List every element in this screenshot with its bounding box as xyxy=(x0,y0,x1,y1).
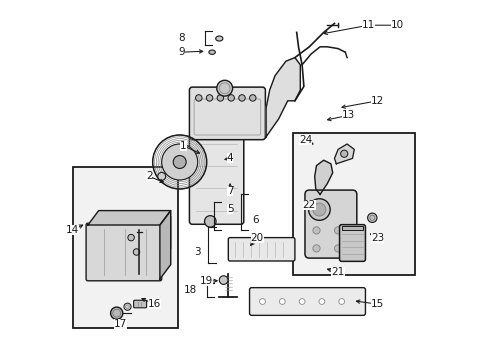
Text: 9: 9 xyxy=(178,47,184,57)
Circle shape xyxy=(238,95,244,101)
Polygon shape xyxy=(334,144,354,164)
Circle shape xyxy=(299,299,305,305)
Text: 14: 14 xyxy=(66,225,79,235)
FancyBboxPatch shape xyxy=(305,190,356,258)
Ellipse shape xyxy=(215,36,223,41)
Text: 24: 24 xyxy=(299,135,312,145)
Circle shape xyxy=(173,156,186,168)
Circle shape xyxy=(334,245,341,252)
Text: 11: 11 xyxy=(361,20,375,30)
FancyBboxPatch shape xyxy=(339,225,365,261)
Text: 12: 12 xyxy=(370,96,384,106)
Bar xyxy=(99,216,170,248)
Circle shape xyxy=(249,95,256,101)
Polygon shape xyxy=(314,160,332,194)
Circle shape xyxy=(206,95,212,101)
Text: 20: 20 xyxy=(250,233,263,243)
Circle shape xyxy=(279,299,285,305)
Text: 3: 3 xyxy=(194,247,201,257)
Circle shape xyxy=(259,299,265,305)
Circle shape xyxy=(340,150,347,157)
Text: 15: 15 xyxy=(370,299,384,309)
Text: 22: 22 xyxy=(302,200,315,210)
Text: 16: 16 xyxy=(147,299,161,309)
Circle shape xyxy=(367,213,376,222)
Circle shape xyxy=(334,227,341,234)
Text: 17: 17 xyxy=(113,319,127,329)
Polygon shape xyxy=(265,58,300,137)
Polygon shape xyxy=(160,211,170,279)
Text: 5: 5 xyxy=(226,204,233,214)
Bar xyxy=(73,167,178,328)
Text: 23: 23 xyxy=(370,233,384,243)
Circle shape xyxy=(338,299,344,305)
FancyBboxPatch shape xyxy=(228,238,294,261)
Bar xyxy=(292,133,415,275)
Text: 19: 19 xyxy=(200,276,213,286)
FancyBboxPatch shape xyxy=(86,223,162,281)
Text: 1: 1 xyxy=(180,141,186,151)
Circle shape xyxy=(308,199,329,220)
FancyBboxPatch shape xyxy=(189,87,265,140)
Circle shape xyxy=(318,299,324,305)
Text: 21: 21 xyxy=(331,267,344,277)
Circle shape xyxy=(158,172,165,180)
FancyBboxPatch shape xyxy=(189,134,244,224)
Text: 10: 10 xyxy=(390,20,403,30)
Circle shape xyxy=(162,144,197,180)
Circle shape xyxy=(312,227,320,234)
Circle shape xyxy=(127,234,134,241)
Circle shape xyxy=(312,203,325,216)
Circle shape xyxy=(216,80,232,96)
Ellipse shape xyxy=(208,50,215,54)
Circle shape xyxy=(195,95,202,101)
Circle shape xyxy=(110,307,122,319)
Circle shape xyxy=(219,276,227,284)
Text: 18: 18 xyxy=(183,285,197,295)
Circle shape xyxy=(217,95,223,101)
Text: 6: 6 xyxy=(251,215,258,225)
Polygon shape xyxy=(88,211,170,225)
Circle shape xyxy=(227,95,234,101)
Circle shape xyxy=(123,303,131,310)
Text: 13: 13 xyxy=(342,110,355,120)
Text: 8: 8 xyxy=(178,33,184,43)
Bar xyxy=(341,226,363,230)
Circle shape xyxy=(204,216,216,227)
FancyBboxPatch shape xyxy=(249,288,365,315)
Circle shape xyxy=(312,245,320,252)
Text: 7: 7 xyxy=(226,186,233,196)
Text: 2: 2 xyxy=(145,171,152,181)
Circle shape xyxy=(133,249,140,255)
Text: 4: 4 xyxy=(226,153,233,163)
FancyBboxPatch shape xyxy=(133,300,146,308)
